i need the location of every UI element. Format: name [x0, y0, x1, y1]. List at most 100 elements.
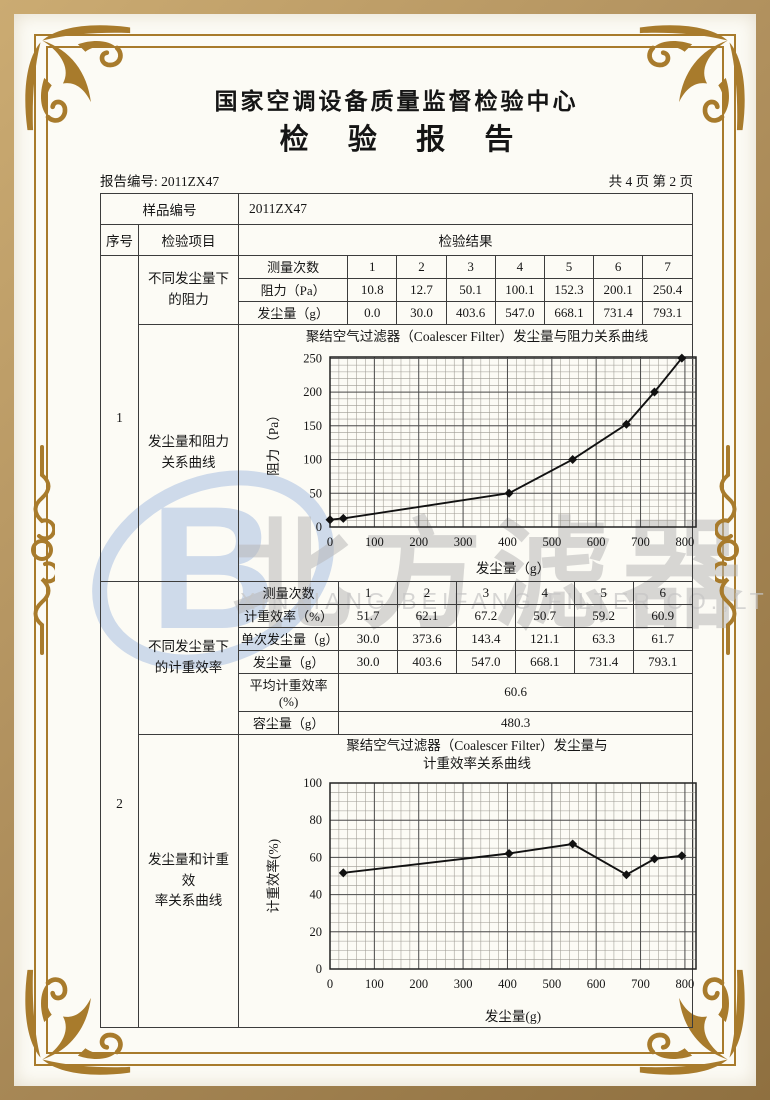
cell-value: 668.1: [514, 649, 575, 674]
cell-value: 30.0: [338, 626, 399, 651]
row-label: 测量次数: [239, 581, 340, 605]
report-content: 国家空调设备质量监督检验中心 检 验 报 告 报告编号: 2011ZX47 共 …: [100, 88, 697, 1028]
col-header-item: 检验项目: [138, 223, 239, 256]
row-label: 平均计重效率(%): [239, 672, 340, 712]
cell-value: 1: [347, 255, 398, 279]
cell-value: 143.4: [455, 626, 516, 651]
cell-value: 4: [494, 255, 545, 279]
svg-text:300: 300: [454, 977, 473, 991]
cell-value: 793.1: [642, 300, 692, 324]
col-header-no: 序号: [100, 223, 139, 256]
cell-value: 3: [445, 255, 496, 279]
cell-value: 200.1: [593, 277, 644, 302]
sample-no-value: 2011ZX47: [238, 192, 693, 225]
row-label: 容尘量（g）: [239, 710, 340, 734]
cell-value: 51.7: [338, 603, 399, 628]
sample-row: 样品编号 2011ZX47: [100, 192, 693, 225]
row-label: 发尘量（g）: [239, 300, 349, 324]
corner-flourish-icon: [25, 25, 131, 131]
table-row: 发尘量和阻力 关系曲线 聚结空气过滤器（Coalescer Filter）发尘量…: [101, 323, 697, 582]
side-scroll-ornament-icon: [715, 445, 739, 655]
cell-value: 63.3: [573, 626, 634, 651]
table-row: 发尘量（g） 0.0 30.0 403.6 547.0 668.1 731.4 793.1: [239, 300, 692, 324]
svg-text:300: 300: [454, 535, 473, 549]
svg-text:200: 200: [303, 385, 322, 399]
cell-value: 12.7: [396, 277, 447, 302]
cell-value: 4: [514, 581, 575, 605]
cell-value: 793.1: [632, 649, 692, 674]
cell-value: 50.1: [445, 277, 496, 302]
row-label: 单次发尘量（g）: [239, 626, 340, 651]
section-2-item-label: 不同发尘量下 的计重效率: [138, 580, 239, 735]
corner-flourish-icon: [25, 969, 131, 1075]
svg-text:计重效率(%): 计重效率(%): [265, 839, 281, 913]
cell-value: 62.1: [397, 603, 457, 628]
cell-value: 50.7: [514, 603, 575, 628]
report-title: 检 验 报 告: [279, 123, 530, 156]
table-row: 阻力（Pa） 10.8 12.7 50.1 100.1 152.3 200.1 250.4: [239, 277, 692, 302]
svg-text:100: 100: [365, 977, 384, 991]
section-2-no: 2: [100, 580, 139, 1028]
row-label: 发尘量（g）: [239, 649, 340, 674]
svg-text:0: 0: [327, 535, 333, 549]
cell-value: 10.8: [347, 277, 398, 302]
svg-text:100: 100: [303, 452, 322, 466]
svg-text:800: 800: [676, 535, 695, 549]
corner-flourish-icon: [639, 25, 745, 131]
efficiency-data-table: 测量次数 1 2 3 4 5 6 计重效率（%） 51.7 62.1 67.2 50.7 59.2 60.…: [239, 581, 692, 734]
section-1-item-label: 不同发尘量下 的阻力: [138, 254, 239, 325]
cell-value: 403.6: [445, 300, 496, 324]
section-1-chart-label: 发尘量和阻力 关系曲线: [138, 323, 239, 582]
cell-value: 547.0: [494, 300, 545, 324]
svg-text:0: 0: [316, 962, 322, 976]
cell-value: 373.6: [397, 626, 457, 651]
svg-text:60: 60: [310, 850, 323, 864]
org-title: 国家空调设备质量监督检验中心: [214, 89, 579, 114]
cell-value: 547.0: [455, 649, 516, 674]
cell-value: 5: [543, 255, 595, 279]
cell-value: 731.4: [573, 649, 634, 674]
cell-value: 100.1: [494, 277, 545, 302]
cell-value: 67.2: [455, 603, 516, 628]
svg-text:800: 800: [676, 977, 695, 991]
table-row: 平均计重效率(%) 60.6: [239, 672, 692, 712]
svg-text:150: 150: [303, 418, 322, 432]
chart-title: 聚结空气过滤器（Coalescer Filter）发尘量与阻力关系曲线: [305, 329, 649, 345]
cell-value: 152.3: [543, 277, 595, 302]
chart-title: 计重效率关系曲线: [423, 755, 531, 771]
cell-value: 2: [397, 581, 457, 605]
chart-title: 聚结空气过滤器（Coalescer Filter）发尘量与: [346, 737, 608, 753]
cell-value: 0.0: [347, 300, 398, 324]
cell-value: 61.7: [632, 626, 692, 651]
svg-text:50: 50: [310, 486, 323, 500]
table-row: 2 不同发尘量下 的计重效率 测量次数 1 2 3 4 5 6 计重效率（%） 51.7 62.1…: [100, 580, 693, 1028]
cell-value: 5: [573, 581, 634, 605]
svg-text:200: 200: [409, 535, 428, 549]
svg-text:500: 500: [542, 535, 561, 549]
sample-no-label: 样品编号: [100, 192, 239, 225]
svg-text:100: 100: [365, 535, 384, 549]
svg-text:600: 600: [587, 977, 606, 991]
efficiency-chart: 聚结空气过滤器（Coalescer Filter）发尘量与 计重效率关系曲线 0…: [242, 737, 712, 1025]
cell-value: 250.4: [642, 277, 692, 302]
results-table: 样品编号 2011ZX47 序号 检验项目 检验结果 1 不同发尘量下 的阻力 …: [100, 192, 697, 1028]
svg-text:700: 700: [631, 977, 650, 991]
cell-value: 2: [396, 255, 447, 279]
cell-value: 59.2: [573, 603, 634, 628]
table-row: 发尘量（g） 30.0 403.6 547.0 668.1 731.4 793.1: [239, 649, 692, 674]
report-number: 报告编号: 2011ZX47: [100, 173, 220, 189]
svg-text:0: 0: [316, 520, 322, 534]
cell-value: 30.0: [396, 300, 447, 324]
svg-text:700: 700: [631, 535, 650, 549]
table-row: 容尘量（g） 480.3: [239, 710, 692, 734]
svg-text:发尘量(g): 发尘量(g): [485, 1009, 541, 1024]
cell-value: 6: [593, 255, 644, 279]
row-label: 计重效率（%）: [239, 603, 340, 628]
cell-value: 1: [338, 581, 399, 605]
table-row: 单次发尘量（g） 30.0 373.6 143.4 121.1 63.3 61.7: [239, 626, 692, 651]
cell-value: 30.0: [338, 649, 399, 674]
svg-text:阻力（Pa）: 阻力（Pa）: [266, 408, 281, 476]
col-header-result: 检验结果: [238, 223, 693, 256]
row-label: 测量次数: [239, 255, 349, 279]
